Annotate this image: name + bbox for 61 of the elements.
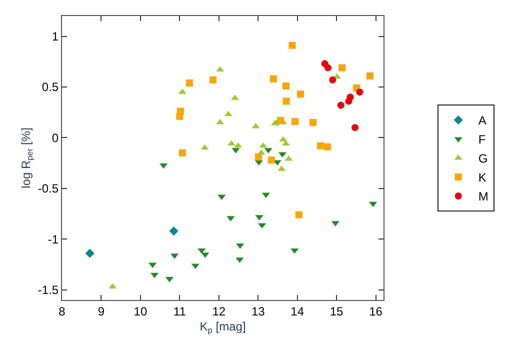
point — [295, 211, 302, 218]
point — [236, 243, 244, 249]
point — [316, 142, 324, 150]
point — [288, 42, 296, 49]
point — [310, 119, 317, 126]
point — [338, 64, 346, 72]
y-tick-label: -1.5 — [38, 283, 59, 298]
point — [169, 226, 178, 236]
y-tick-label: -1 — [48, 232, 59, 246]
x-tick-label: 16 — [369, 304, 383, 318]
legend-label: K — [478, 170, 486, 185]
y-tick-label: -0.5 — [38, 182, 59, 196]
x-tick-label: 11 — [173, 304, 186, 318]
point — [337, 102, 344, 109]
point — [329, 76, 336, 84]
point — [324, 64, 332, 72]
point — [234, 142, 242, 148]
point — [369, 202, 378, 208]
y-tick-label: 1 — [52, 29, 59, 44]
x-tick-label: 15 — [330, 304, 344, 318]
legend-label: A — [478, 114, 486, 128]
legend-label: M — [478, 190, 488, 204]
x-axis-title: K$_{p}$ [mag] — [200, 319, 246, 335]
x-tick-label: 10 — [134, 304, 148, 318]
point — [85, 248, 94, 258]
point — [259, 142, 268, 148]
x-tick-label: 8 — [58, 304, 66, 318]
legend-label: F — [478, 132, 486, 147]
point — [210, 76, 217, 84]
point — [216, 66, 224, 72]
point — [356, 88, 364, 96]
point — [160, 163, 168, 169]
x-tick-label: 12 — [212, 304, 226, 318]
x-tick-label: 13 — [251, 304, 266, 318]
point — [352, 124, 358, 132]
point — [324, 143, 332, 150]
point — [218, 194, 226, 200]
point — [282, 98, 290, 105]
point — [176, 112, 184, 120]
point — [291, 118, 298, 125]
point — [186, 79, 193, 86]
point — [178, 149, 186, 156]
legend-label: G — [478, 152, 488, 166]
point — [254, 160, 263, 166]
point — [345, 98, 352, 105]
point — [227, 140, 236, 146]
point — [282, 82, 290, 90]
point — [224, 110, 232, 116]
point — [268, 156, 275, 164]
point — [200, 144, 209, 150]
x-tick-label: 9 — [98, 304, 105, 318]
x-tick-label: 14 — [290, 304, 304, 318]
point — [191, 264, 200, 270]
point — [270, 75, 277, 82]
point — [255, 153, 262, 160]
point — [296, 90, 304, 98]
point — [276, 116, 284, 124]
y-tick-label: 0.5 — [42, 80, 59, 94]
point — [150, 272, 159, 278]
y-tick-label: 0 — [52, 130, 59, 145]
point — [366, 72, 374, 80]
